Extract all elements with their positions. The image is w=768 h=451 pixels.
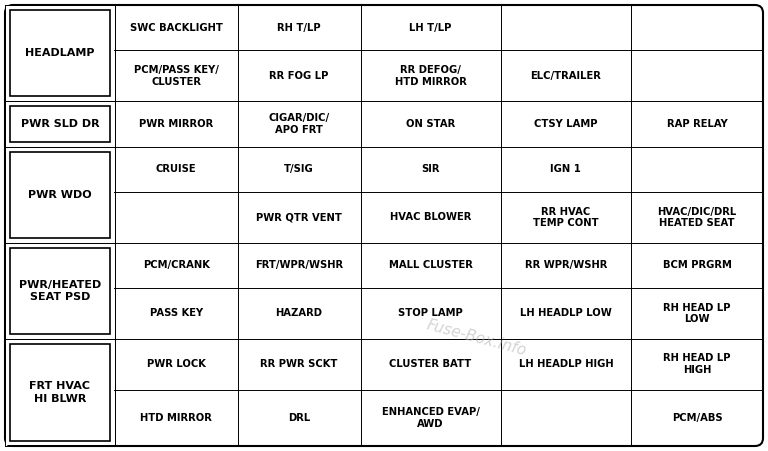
Text: DRL: DRL (288, 413, 310, 423)
Text: PCM/PASS KEY/
CLUSTER: PCM/PASS KEY/ CLUSTER (134, 65, 219, 87)
Text: HEADLAMP: HEADLAMP (25, 48, 94, 58)
Text: PASS KEY: PASS KEY (150, 308, 203, 318)
Text: STOP LAMP: STOP LAMP (399, 308, 463, 318)
Text: LH T/LP: LH T/LP (409, 23, 452, 33)
Text: RR HVAC
TEMP CONT: RR HVAC TEMP CONT (533, 207, 599, 228)
FancyBboxPatch shape (5, 5, 763, 446)
Text: CTSY LAMP: CTSY LAMP (535, 119, 598, 129)
Text: MALL CLUSTER: MALL CLUSTER (389, 260, 472, 271)
Text: CIGAR/DIC/
APO FRT: CIGAR/DIC/ APO FRT (269, 113, 329, 135)
Bar (10, 106, 110, 142)
Text: HAZARD: HAZARD (276, 308, 323, 318)
Text: RAP RELAY: RAP RELAY (667, 119, 727, 129)
Text: FRT HVAC
HI BLWR: FRT HVAC HI BLWR (29, 381, 91, 404)
Text: RH HEAD LP
HIGH: RH HEAD LP HIGH (664, 354, 731, 375)
Text: BCM PRGRM: BCM PRGRM (663, 260, 731, 271)
Text: CLUSTER BATT: CLUSTER BATT (389, 359, 472, 369)
Text: T/SIG: T/SIG (284, 164, 314, 174)
Text: LH HEADLP HIGH: LH HEADLP HIGH (518, 359, 613, 369)
Bar (6, 6, 114, 445)
Text: CRUISE: CRUISE (156, 164, 197, 174)
Text: SIR: SIR (422, 164, 440, 174)
Text: PWR WDO: PWR WDO (28, 189, 91, 200)
Text: Fuse-Box.info: Fuse-Box.info (425, 318, 528, 359)
Text: RR DEFOG/
HTD MIRROR: RR DEFOG/ HTD MIRROR (395, 65, 466, 87)
Text: HTD MIRROR: HTD MIRROR (141, 413, 212, 423)
Text: PCM/CRANK: PCM/CRANK (143, 260, 210, 271)
Text: PCM/ABS: PCM/ABS (672, 413, 723, 423)
Text: HVAC BLOWER: HVAC BLOWER (390, 212, 472, 222)
Text: SWC BACKLIGHT: SWC BACKLIGHT (130, 23, 223, 33)
Text: PWR MIRROR: PWR MIRROR (139, 119, 214, 129)
Text: RR WPR/WSHR: RR WPR/WSHR (525, 260, 607, 271)
Text: PWR/HEATED
SEAT PSD: PWR/HEATED SEAT PSD (19, 280, 101, 302)
Text: ON STAR: ON STAR (406, 119, 455, 129)
Bar (10, 248, 110, 334)
Text: PWR SLD DR: PWR SLD DR (21, 119, 99, 129)
Text: RH T/LP: RH T/LP (277, 23, 321, 33)
Bar (10, 344, 110, 441)
Text: ELC/TRAILER: ELC/TRAILER (531, 71, 601, 81)
Bar (10, 152, 110, 238)
Text: ENHANCED EVAP/
AWD: ENHANCED EVAP/ AWD (382, 407, 479, 428)
Text: IGN 1: IGN 1 (551, 164, 581, 174)
Text: FRT/WPR/WSHR: FRT/WPR/WSHR (255, 260, 343, 271)
Text: LH HEADLP LOW: LH HEADLP LOW (520, 308, 612, 318)
Bar (10, 10, 110, 96)
Text: RR FOG LP: RR FOG LP (270, 71, 329, 81)
Text: PWR QTR VENT: PWR QTR VENT (257, 212, 342, 222)
Text: PWR LOCK: PWR LOCK (147, 359, 206, 369)
Text: RH HEAD LP
LOW: RH HEAD LP LOW (664, 303, 731, 324)
Text: RR PWR SCKT: RR PWR SCKT (260, 359, 338, 369)
Text: HVAC/DIC/DRL
HEATED SEAT: HVAC/DIC/DRL HEATED SEAT (657, 207, 737, 228)
